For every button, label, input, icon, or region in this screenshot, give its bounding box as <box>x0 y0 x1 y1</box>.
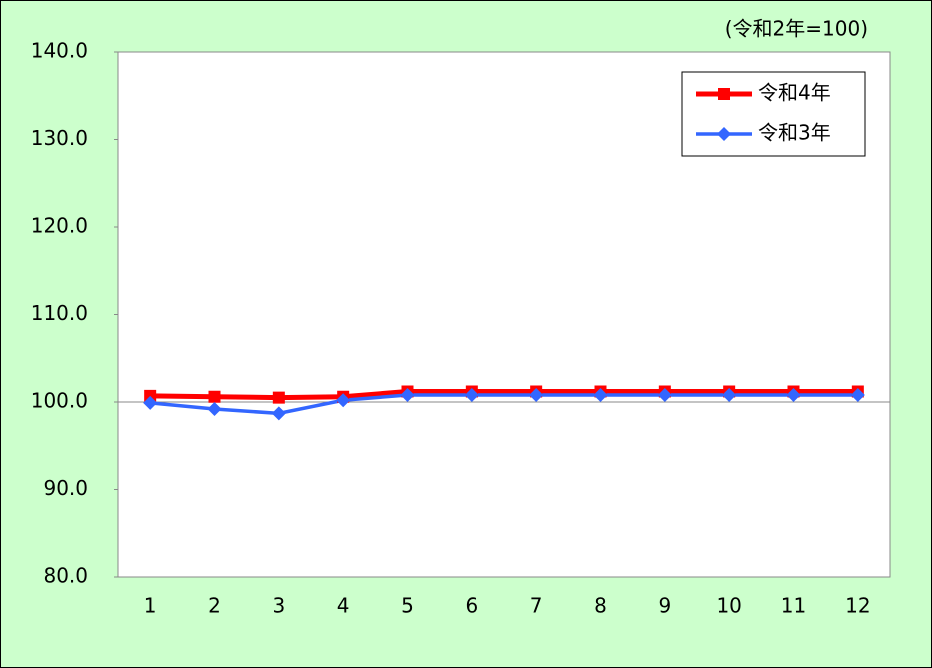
data-point <box>272 391 285 404</box>
y-tick-label: 80.0 <box>43 564 88 588</box>
y-tick-label: 90.0 <box>43 476 88 500</box>
data-point <box>786 388 801 402</box>
data-point <box>207 402 222 416</box>
y-tick-label: 110.0 <box>31 301 88 325</box>
legend-marker <box>717 127 731 141</box>
x-tick-label: 8 <box>594 594 607 618</box>
data-point <box>850 388 865 402</box>
x-tick-label: 7 <box>530 594 543 618</box>
data-point <box>722 388 737 402</box>
legend-box <box>681 71 866 157</box>
legend-label: 令和4年 <box>758 81 831 105</box>
x-tick-label: 2 <box>208 594 221 618</box>
x-tick-label: 1 <box>144 594 157 618</box>
data-point <box>593 388 608 402</box>
data-point <box>208 390 221 403</box>
x-tick-label: 10 <box>716 594 741 618</box>
series-line <box>150 393 858 416</box>
legend-label: 令和3年 <box>758 121 831 145</box>
annotation: (令和2年=100) <box>725 17 868 41</box>
x-tick-label: 9 <box>658 594 671 618</box>
data-point <box>529 388 544 402</box>
x-tick-label: 11 <box>781 594 806 618</box>
series-line <box>150 389 858 401</box>
data-point <box>271 406 286 421</box>
y-tick-label: 120.0 <box>31 214 88 238</box>
data-point <box>336 393 351 408</box>
x-tick-label: 3 <box>272 594 285 618</box>
y-tick-label: 100.0 <box>31 389 88 413</box>
data-point <box>464 388 479 402</box>
legend-marker <box>718 88 730 100</box>
x-tick-label: 5 <box>401 594 414 618</box>
y-tick-label: 130.0 <box>31 126 88 150</box>
data-point <box>143 395 158 410</box>
x-tick-label: 4 <box>337 594 350 618</box>
y-tick-label: 140.0 <box>31 39 88 63</box>
x-tick-label: 6 <box>465 594 478 618</box>
data-point <box>400 388 415 402</box>
x-tick-label: 12 <box>845 594 870 618</box>
data-point <box>657 388 672 402</box>
